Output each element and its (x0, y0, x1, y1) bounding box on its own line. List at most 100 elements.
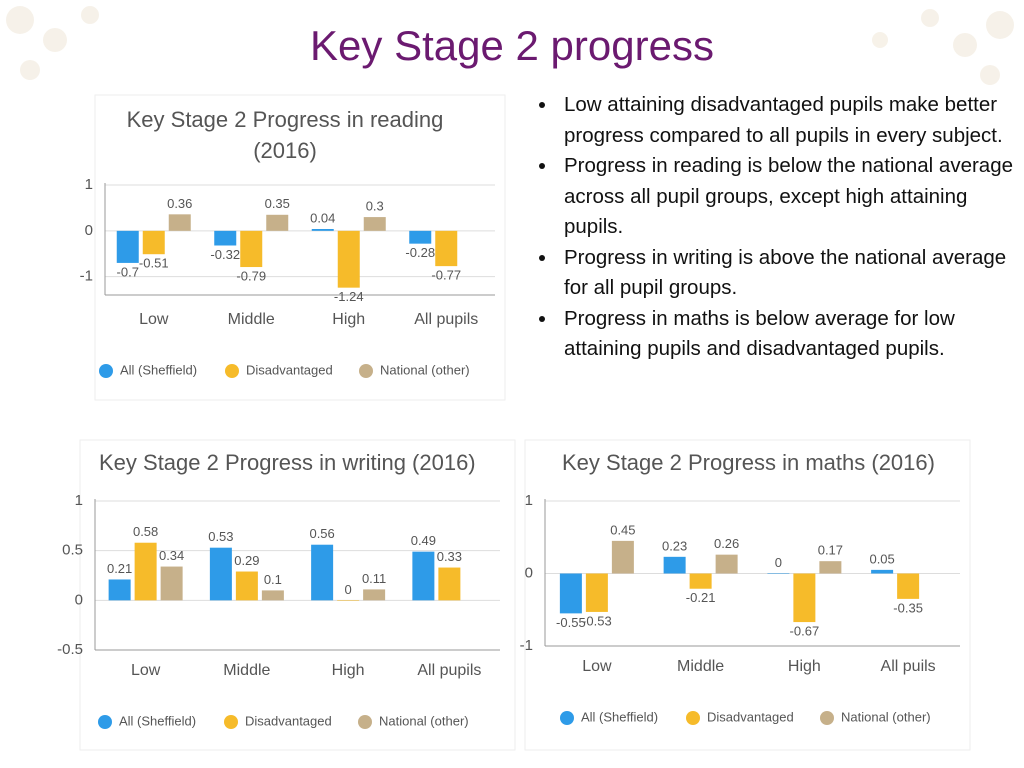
value-label: -0.79 (236, 268, 266, 283)
legend-label: National (other) (841, 709, 931, 724)
legend-marker (225, 364, 239, 378)
y-tick-label: 0 (525, 564, 533, 581)
bar (435, 230, 458, 267)
x-tick-label: All pupils (417, 662, 481, 679)
value-label: -0.21 (686, 590, 716, 605)
y-tick-label: -0.5 (57, 641, 83, 658)
bar (209, 547, 232, 601)
x-tick-label: All pupils (414, 311, 478, 328)
y-tick-label: 0.5 (62, 542, 83, 559)
value-label: -0.28 (405, 245, 435, 260)
bar (168, 214, 191, 231)
bar (240, 230, 263, 268)
chart-title: Key Stage 2 Progress in reading (2016) (126, 107, 444, 163)
legend-label: All (Sheffield) (119, 713, 196, 728)
legend-marker (820, 711, 834, 725)
bar (311, 544, 334, 601)
bar (559, 573, 582, 614)
y-tick-label: -1 (80, 268, 93, 285)
bar (142, 230, 165, 255)
value-label: 0.56 (309, 526, 334, 541)
value-label: -0.35 (893, 600, 923, 615)
bar (663, 556, 686, 574)
decoration (6, 6, 1014, 85)
bar (337, 230, 360, 288)
bar (266, 214, 289, 231)
bar (438, 567, 461, 601)
bar (412, 551, 435, 601)
bullet: Low attaining disadvantaged pupils make … (558, 90, 1024, 151)
x-tick-label: Middle (677, 658, 724, 675)
value-label: -0.7 (117, 264, 139, 279)
bar (160, 566, 183, 601)
legend-marker (358, 715, 372, 729)
legend-marker (99, 364, 113, 378)
value-label: -0.77 (431, 268, 461, 283)
value-label: 0.45 (610, 522, 635, 537)
bar (235, 571, 258, 601)
legend-label: Disadvantaged (246, 362, 333, 377)
bar (108, 579, 131, 601)
value-label: 0.53 (208, 529, 233, 544)
legend-label: National (other) (379, 713, 469, 728)
value-label: 0 (345, 582, 352, 597)
bar (214, 230, 237, 246)
value-label: -0.55 (556, 615, 586, 630)
y-tick-label: 1 (525, 492, 533, 509)
value-label: 0.11 (362, 571, 386, 586)
y-tick-label: 0 (85, 222, 93, 239)
bar (767, 573, 790, 574)
value-label: -0.53 (582, 613, 612, 628)
bullet: Progress in maths is below average for l… (558, 304, 1024, 365)
chart-title: Key Stage 2 Progress in maths (2016) (562, 450, 935, 475)
bar (134, 542, 157, 601)
bar (819, 561, 842, 574)
value-label: 0.23 (662, 538, 687, 553)
value-label: -0.67 (790, 624, 820, 639)
x-tick-label: Low (139, 311, 169, 328)
legend-marker (224, 715, 238, 729)
x-tick-label: Middle (223, 662, 270, 679)
value-label: 0.35 (265, 196, 290, 211)
value-label: 0.29 (234, 553, 259, 568)
bar (363, 217, 386, 231)
legend-marker (560, 711, 574, 725)
bar (715, 554, 738, 574)
bar (363, 589, 386, 601)
y-tick-label: 1 (85, 176, 93, 193)
value-label: 0.58 (133, 524, 158, 539)
value-label: 0.17 (818, 543, 843, 558)
bullet: Progress in writing is above the nationa… (558, 243, 1024, 304)
chart-title: Key Stage 2 Progress in writing (2016) (99, 450, 476, 475)
y-tick-label: 0 (75, 591, 83, 608)
y-tick-label: -1 (520, 637, 533, 654)
bar (261, 590, 284, 601)
bar (793, 573, 816, 623)
bar (337, 600, 360, 601)
legend-label: All (Sheffield) (581, 709, 658, 724)
value-label: 0.04 (310, 210, 335, 225)
bar (689, 573, 712, 589)
x-tick-label: High (332, 311, 365, 328)
value-label: -0.32 (210, 247, 240, 262)
bullet-list: Low attaining disadvantaged pupils make … (530, 90, 1024, 365)
value-label: 0.05 (869, 551, 894, 566)
x-tick-label: All puils (881, 658, 936, 675)
value-label: 0.49 (411, 533, 436, 548)
bar (897, 573, 920, 599)
y-tick-label: 1 (75, 492, 83, 509)
x-tick-label: Middle (228, 311, 275, 328)
bar (871, 569, 894, 574)
legend-marker (98, 715, 112, 729)
legend-marker (359, 364, 373, 378)
value-label: 0.26 (714, 536, 739, 551)
bar (409, 230, 432, 244)
x-tick-label: High (332, 662, 365, 679)
x-tick-label: High (788, 658, 821, 675)
legend-label: Disadvantaged (707, 709, 794, 724)
legend-label: All (Sheffield) (120, 362, 197, 377)
legend-label: Disadvantaged (245, 713, 332, 728)
value-label: -1.24 (334, 289, 364, 304)
x-tick-label: Low (582, 658, 612, 675)
